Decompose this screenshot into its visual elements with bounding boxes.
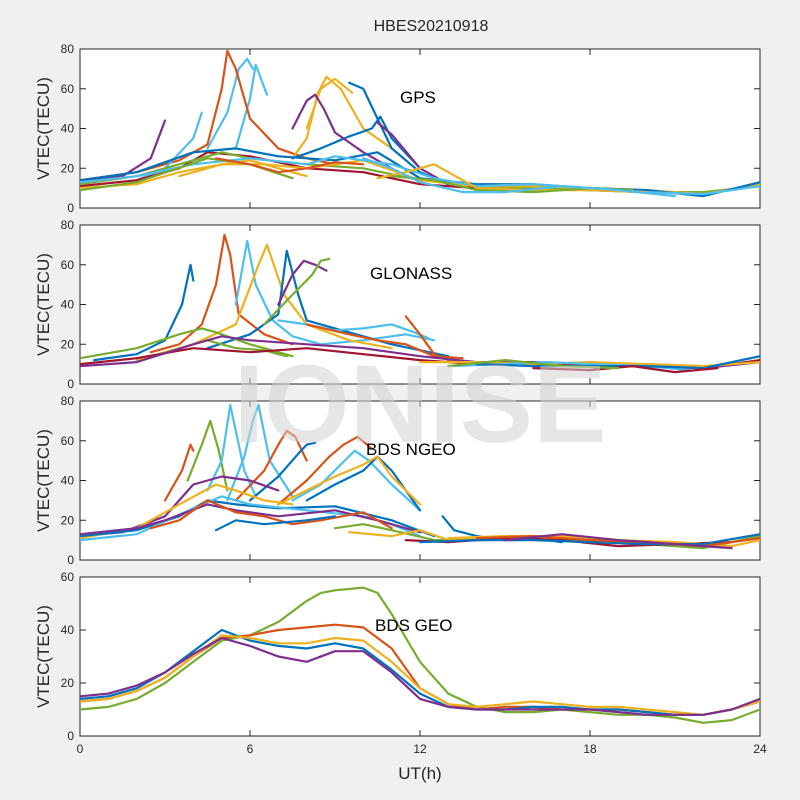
series-line bbox=[163, 443, 195, 502]
series-line bbox=[277, 455, 422, 506]
series-line bbox=[362, 157, 677, 198]
series-line bbox=[376, 163, 648, 194]
y-tick-label: 40 bbox=[61, 474, 75, 488]
panel-label: BDS GEO bbox=[375, 616, 452, 635]
x-axis-label: UT(h) bbox=[398, 764, 441, 783]
series-line bbox=[135, 243, 393, 362]
panel-2: 0 20 40 60 80 VTEC(TECU) BDS NGEO bbox=[34, 394, 761, 567]
panel-1: 0 20 40 60 80 VTEC(TECU) GLONASS bbox=[34, 218, 761, 391]
series-line bbox=[263, 257, 331, 326]
series-line bbox=[248, 441, 317, 502]
series-group bbox=[80, 586, 760, 724]
series-line bbox=[418, 533, 760, 546]
y-tick-label: 40 bbox=[61, 298, 75, 312]
x-tick-label: 24 bbox=[753, 742, 767, 756]
watermark: IONISE bbox=[234, 343, 607, 466]
series-group bbox=[80, 49, 760, 198]
panel-0: 0 20 40 60 80 VTEC(TECU) GPS bbox=[34, 42, 761, 215]
y-axis-label: VTEC(TECU) bbox=[34, 605, 53, 708]
series-line bbox=[305, 77, 354, 130]
series-line bbox=[80, 49, 337, 182]
series-line bbox=[376, 121, 450, 186]
series-line bbox=[277, 259, 328, 306]
y-tick-label: 20 bbox=[61, 337, 75, 351]
y-axis-label: VTEC(TECU) bbox=[34, 77, 53, 180]
y-tick-label: 60 bbox=[61, 434, 75, 448]
x-tick-label: 12 bbox=[413, 742, 427, 756]
y-tick-label: 60 bbox=[61, 570, 75, 584]
panel-label: GPS bbox=[400, 88, 436, 107]
series-line bbox=[291, 115, 422, 170]
series-line bbox=[80, 634, 760, 716]
series-line bbox=[80, 628, 760, 716]
panel-label: BDS NGEO bbox=[366, 440, 456, 459]
y-tick-label: 20 bbox=[61, 676, 75, 690]
series-line bbox=[149, 499, 393, 530]
y-tick-label: 80 bbox=[61, 218, 75, 232]
series-line bbox=[80, 499, 436, 538]
series-line bbox=[234, 63, 269, 150]
x-tick-label: 6 bbox=[247, 742, 254, 756]
series-line bbox=[80, 636, 760, 716]
series-line bbox=[305, 455, 422, 512]
series-line bbox=[277, 435, 373, 506]
chart-title: HBES20210918 bbox=[374, 18, 489, 35]
series-line bbox=[93, 263, 195, 362]
series-line bbox=[226, 403, 294, 502]
series-line bbox=[532, 365, 719, 374]
x-tick-label: 18 bbox=[583, 742, 597, 756]
series-group bbox=[80, 403, 760, 550]
series-group bbox=[80, 233, 760, 374]
axes-box bbox=[79, 400, 761, 561]
y-tick-label: 0 bbox=[67, 729, 74, 743]
y-tick-label: 80 bbox=[61, 42, 75, 56]
y-tick-label: 80 bbox=[61, 394, 75, 408]
series-line bbox=[186, 419, 229, 492]
series-line bbox=[149, 233, 294, 354]
series-line bbox=[214, 157, 365, 174]
panel-3: 0 20 40 60 0 6 12 18 24 VTEC(TECU) BDS GEO bbox=[34, 570, 767, 756]
y-tick-label: 60 bbox=[61, 82, 75, 96]
series-line bbox=[503, 533, 733, 550]
series-line bbox=[234, 429, 308, 502]
y-axis-label: VTEC(TECU) bbox=[34, 429, 53, 532]
series-line bbox=[234, 239, 436, 346]
y-axis-label: VTEC(TECU) bbox=[34, 253, 53, 356]
series-line bbox=[80, 503, 422, 536]
series-line bbox=[475, 355, 760, 370]
y-tick-label: 40 bbox=[61, 623, 75, 637]
y-tick-label: 0 bbox=[67, 553, 74, 567]
x-tick-label: 0 bbox=[77, 742, 84, 756]
series-line bbox=[80, 147, 760, 198]
y-tick-label: 0 bbox=[67, 377, 74, 391]
series-line bbox=[291, 75, 393, 160]
y-tick-label: 40 bbox=[61, 122, 75, 136]
y-tick-label: 60 bbox=[61, 258, 75, 272]
series-line bbox=[206, 403, 257, 498]
series-line bbox=[447, 359, 620, 370]
y-tick-label: 0 bbox=[67, 201, 74, 215]
panel-label: GLONASS bbox=[370, 264, 452, 283]
y-tick-label: 20 bbox=[61, 513, 75, 527]
series-line bbox=[214, 515, 337, 532]
series-line bbox=[291, 93, 393, 170]
series-line bbox=[206, 57, 254, 150]
y-tick-label: 20 bbox=[61, 161, 75, 175]
